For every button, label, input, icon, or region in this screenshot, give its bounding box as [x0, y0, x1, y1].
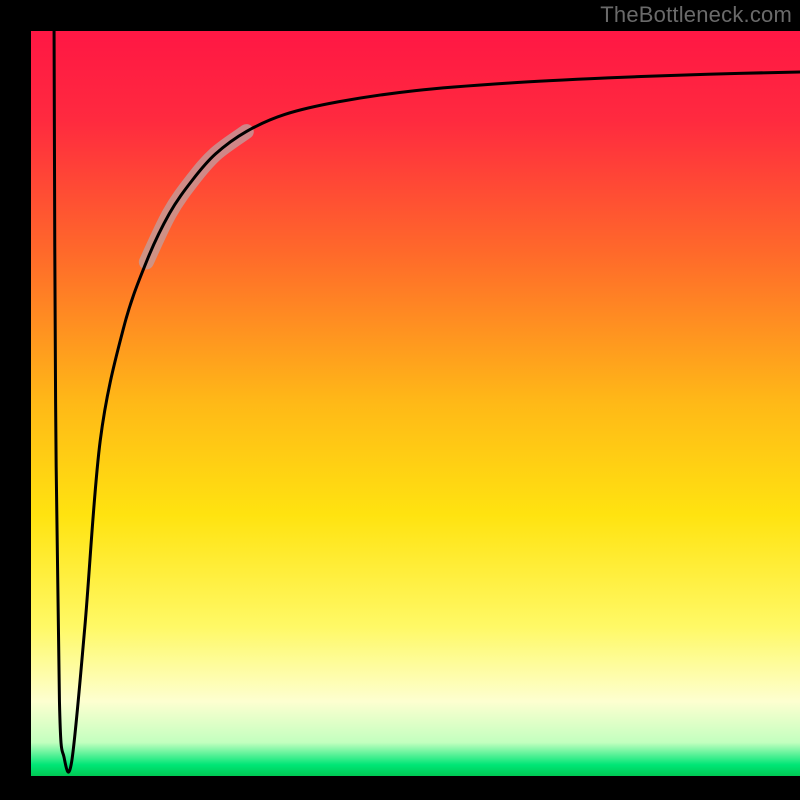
bottleneck-chart	[0, 0, 800, 800]
watermark-text: TheBottleneck.com	[600, 2, 792, 28]
plot-background	[31, 31, 800, 776]
